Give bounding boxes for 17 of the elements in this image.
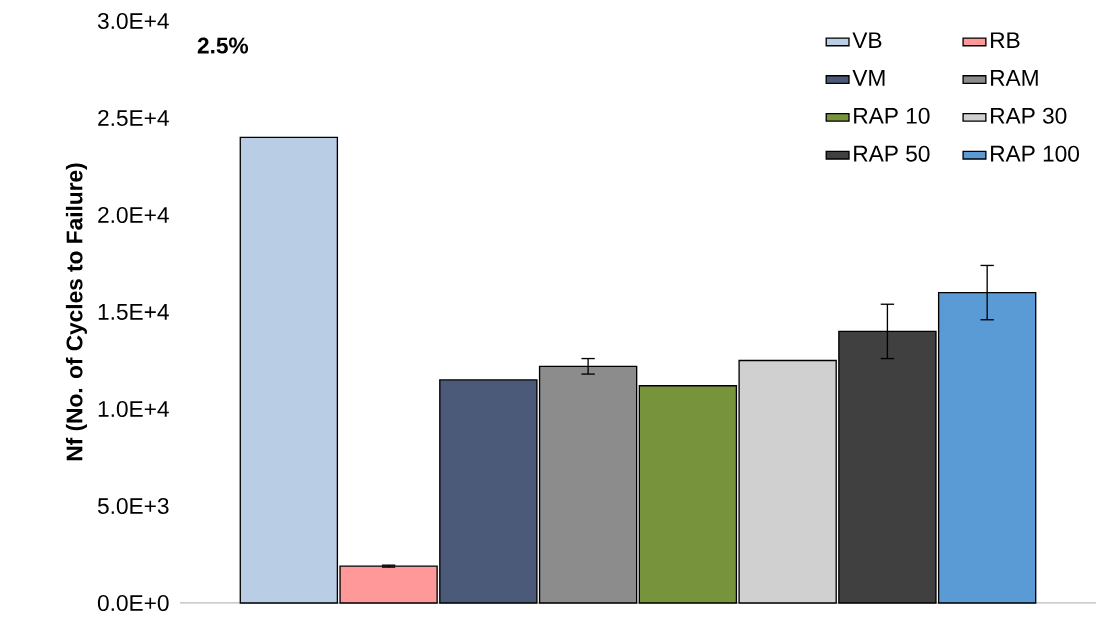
legend-label: VB	[852, 32, 882, 49]
y-tick-label: 0.0E+0	[97, 594, 169, 612]
annotation: 2.5%	[197, 37, 249, 54]
y-axis-title: Nf (No. of Cycles to Failure)	[65, 163, 87, 461]
y-tick-label: 3.0E+4	[97, 12, 169, 30]
legend-label: RAP 30	[991, 107, 1067, 124]
legend-label: RAP 10	[854, 107, 930, 124]
y-tick-label: 5.0E+3	[97, 497, 169, 515]
legend-label: RAP 100	[991, 145, 1080, 162]
legend-label: VM	[852, 70, 885, 86]
legend-label: RAM	[991, 70, 1038, 86]
y-tick-label: 1.0E+4	[98, 400, 169, 418]
y-tick-label: 2.0E+4	[98, 206, 169, 224]
legend-label: RB	[991, 32, 1020, 49]
y-tick-label: 2.5E+4	[98, 109, 169, 127]
legend-label: RAP 50	[854, 145, 930, 162]
y-tick-label: 1.5E+4	[98, 304, 169, 320]
